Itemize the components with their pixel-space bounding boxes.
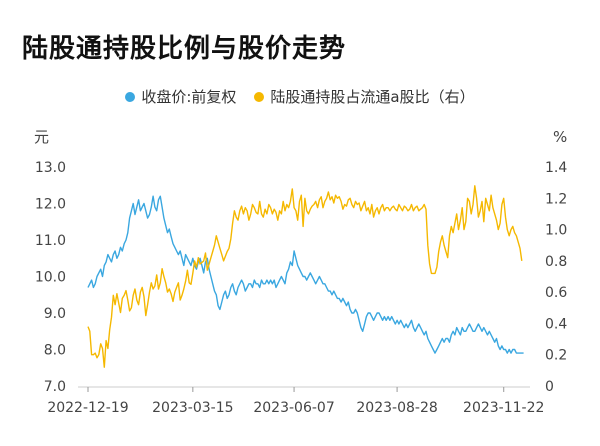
y-left-tick-label: 7.0 [44,379,66,395]
series-line-holding [87,185,523,368]
y-left-tick-label: 13.0 [35,160,66,176]
y-right-tick-label: 0.4 [545,316,567,332]
series-group [87,185,524,368]
y-right-tick-label: 0.6 [545,285,567,301]
y-left-tick-label: 9.0 [44,306,66,322]
y-right-tick-label: 0.8 [545,254,567,270]
y-right-tick-label: 1.0 [545,223,567,239]
legend-item-price[interactable]: 收盘价:前复权 [125,86,236,107]
x-tick-label: 2023-06-07 [253,400,334,416]
y-left-tick-label: 12.0 [35,197,66,213]
y-left-tick-label: 10.0 [35,270,66,286]
legend-item-holding[interactable]: 陆股通持股占流通a股比（右） [254,86,475,107]
x-tick-label: 2023-03-15 [152,400,233,416]
page-title: 陆股通持股比例与股价走势 [22,34,347,64]
axes-group: 13.0 12.0 11.0 10.0 9.0 8.0 7.0 1.4 1.2 1.0 0.8 0.6… [35,160,568,416]
y-right-tick-label: 0.2 [545,348,567,364]
legend-price-label: 收盘价:前复权 [141,88,237,106]
y-right-unit-label: % [553,128,567,146]
y-right-tick-label: 1.2 [545,191,567,207]
y-left-tick-label: 8.0 [44,343,66,359]
series-line-price [87,195,524,354]
legend-holding-marker [254,91,265,102]
y-left-unit-label: 元 [34,128,49,146]
x-tick-label: 2023-08-28 [356,400,437,416]
x-tick-label: 2022-12-19 [47,400,128,416]
x-tick-label: 2023-11-22 [463,400,544,416]
y-right-tick-label: 1.4 [545,160,567,176]
y-left-tick-label: 11.0 [35,233,66,249]
chart-legend: 收盘价:前复权 陆股通持股占流通a股比（右） [0,86,600,107]
y-right-tick-label: 0 [545,379,554,395]
legend-holding-label: 陆股通持股占流通a股比（右） [270,88,475,106]
legend-price-marker [125,91,136,102]
